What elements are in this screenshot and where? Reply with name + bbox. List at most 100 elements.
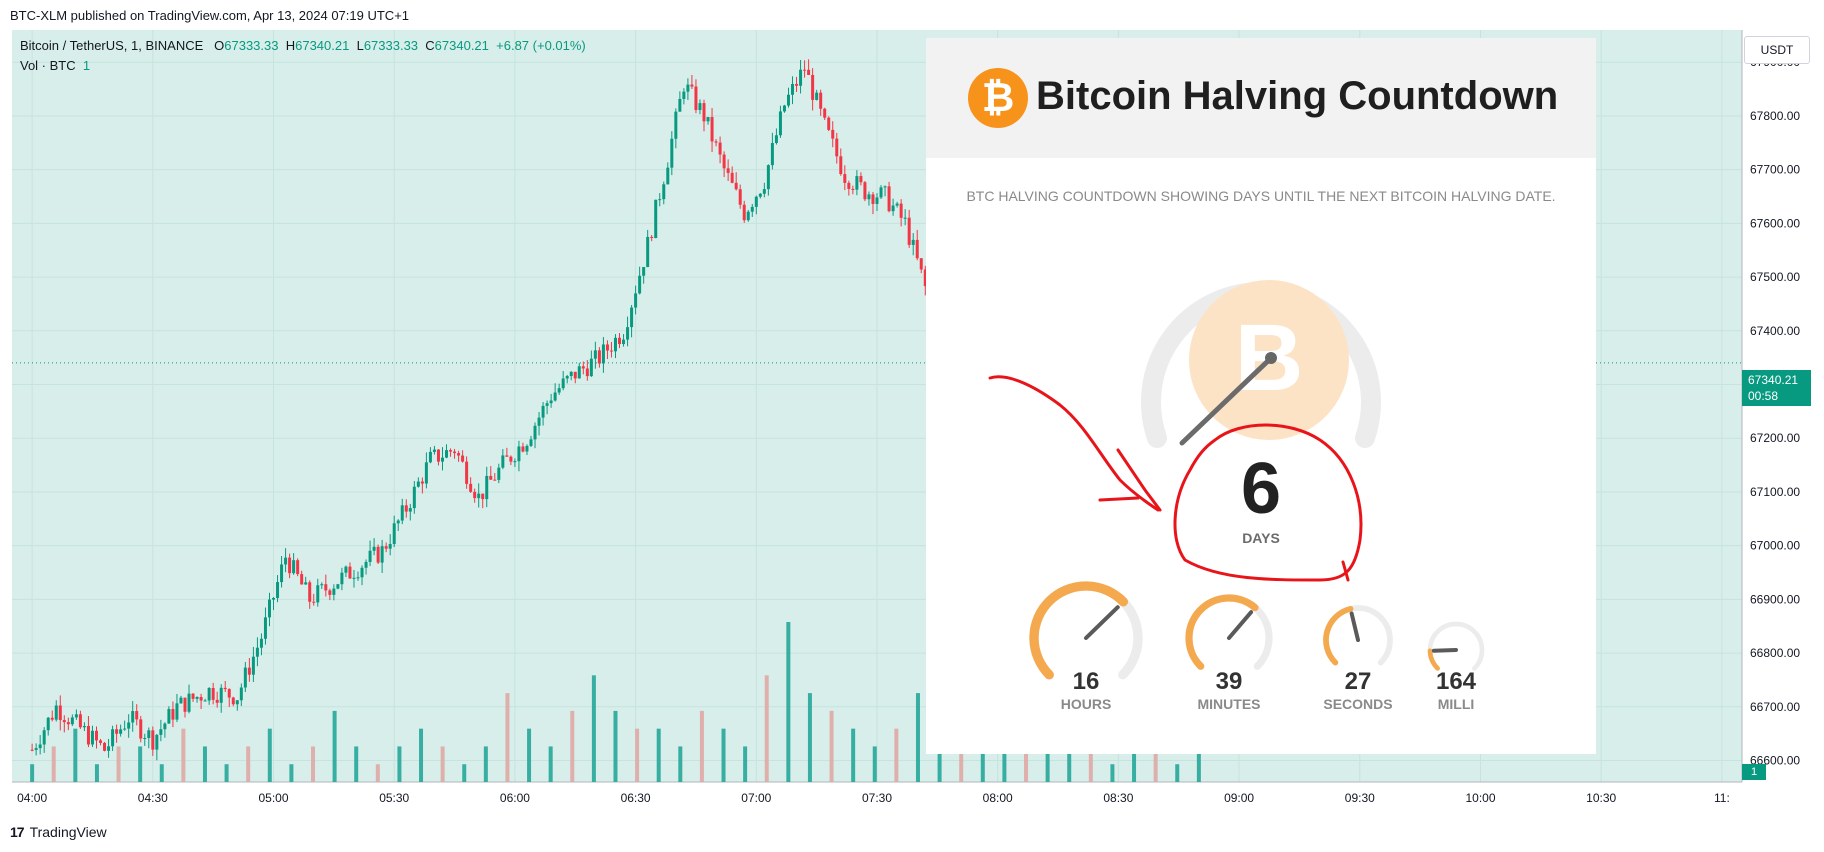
candle-body [111, 729, 115, 747]
candle-body [549, 400, 553, 404]
tradingview-logo[interactable]: 17 TradingView [10, 824, 107, 840]
candle-body [795, 83, 799, 86]
candle-body [738, 189, 742, 205]
candle-body [827, 117, 831, 130]
candle-body [376, 546, 380, 563]
candle-body [143, 737, 147, 739]
candle-body [360, 567, 364, 578]
candle-body [34, 748, 38, 750]
unit-gauge-needle [1431, 648, 1458, 653]
days-value: 6 [1240, 449, 1282, 529]
volume-bar [289, 764, 294, 782]
candle-body [404, 505, 408, 512]
candle-body [690, 84, 694, 87]
candle-body [754, 196, 758, 207]
candle-body [46, 717, 50, 731]
candle-body [259, 638, 263, 648]
candle-body [54, 705, 58, 720]
milli-value: 164 [1435, 668, 1477, 695]
volume-bar [851, 728, 856, 782]
volume-bar [159, 764, 164, 782]
candle-body [658, 199, 662, 201]
candle-body [400, 505, 404, 521]
volume-bar [570, 710, 575, 782]
volume-bar [1045, 746, 1050, 782]
candle-body [344, 566, 348, 573]
volume-label[interactable]: Vol · BTC [20, 58, 76, 73]
candle-body [847, 182, 851, 189]
candle-body [292, 560, 296, 574]
publish-info: BTC-XLM published on TradingView.com, Ap… [10, 8, 410, 23]
currency-button[interactable]: USDT [1744, 36, 1810, 64]
candle-body [855, 176, 859, 190]
candle-body [255, 647, 259, 657]
unit-gauge-needle [1349, 611, 1360, 642]
unit-gauge-needle [1084, 605, 1120, 640]
candle-body [811, 74, 815, 100]
candle-body [50, 717, 54, 720]
candle-body [272, 597, 276, 600]
candle-body [372, 546, 376, 551]
candle-body [597, 350, 601, 364]
candle-body [308, 582, 312, 602]
candle-body [392, 523, 396, 545]
candle-body [859, 176, 863, 183]
symbol-name[interactable]: Bitcoin / TetherUS, 1, BINANCE [20, 38, 204, 53]
candle-body [726, 168, 730, 173]
unit-gauge-needle [1227, 610, 1254, 640]
candle-body [666, 167, 670, 185]
candle-body [646, 236, 650, 268]
y-tick-label: 67600.00 [1750, 216, 1800, 230]
candle-body [469, 483, 473, 492]
close-label: C [425, 38, 435, 53]
candle-body [758, 193, 762, 197]
candle-body [710, 117, 714, 142]
x-tick-label: 05:30 [379, 791, 409, 805]
candle-body [296, 560, 300, 575]
last-price-tag: 67340.21 00:58 [1742, 370, 1811, 406]
candle-body [807, 69, 811, 75]
candle-body [883, 186, 887, 188]
candle-body [348, 566, 352, 579]
volume-bar [656, 728, 661, 782]
bitcoin-logo-icon: ₿ [968, 68, 1028, 128]
candle-body [251, 656, 255, 675]
candle-body [263, 617, 267, 639]
volume-bar [1153, 746, 1158, 782]
candle-body [191, 693, 195, 699]
volume-bar [181, 728, 186, 782]
volume-legend: Vol · BTC 1 [20, 58, 90, 73]
candle-body [702, 103, 706, 122]
volume-bar [699, 710, 704, 782]
candle-body [215, 699, 219, 703]
candle-body [155, 734, 159, 750]
candle-body [82, 726, 86, 728]
candle-body [791, 83, 795, 95]
candle-body [698, 103, 702, 111]
candle-body [183, 697, 187, 712]
candle-body [589, 358, 593, 377]
candle-body [734, 182, 738, 190]
candle-body [497, 467, 501, 480]
candle-body [428, 451, 432, 463]
small-gauges [1029, 581, 1485, 680]
candle-body [919, 258, 923, 270]
volume-bar [959, 728, 964, 782]
candle-body [66, 722, 70, 725]
tradingview-mark-icon: 17 [10, 824, 25, 840]
candle-body [94, 730, 98, 741]
volume-bar [1002, 728, 1007, 782]
candle-body [300, 574, 304, 585]
candle-body [618, 337, 622, 345]
volume-bar [246, 746, 251, 782]
volume-bar [743, 746, 748, 782]
seconds-unit: 27 SECONDS [1298, 668, 1418, 712]
candle-body [276, 582, 280, 598]
candle-body [682, 91, 686, 99]
candle-body [585, 368, 589, 377]
candle-body [533, 425, 537, 440]
volume-bar [1110, 764, 1115, 782]
candle-body [823, 108, 827, 118]
candle-body [662, 184, 666, 200]
volume-bar [764, 675, 769, 782]
